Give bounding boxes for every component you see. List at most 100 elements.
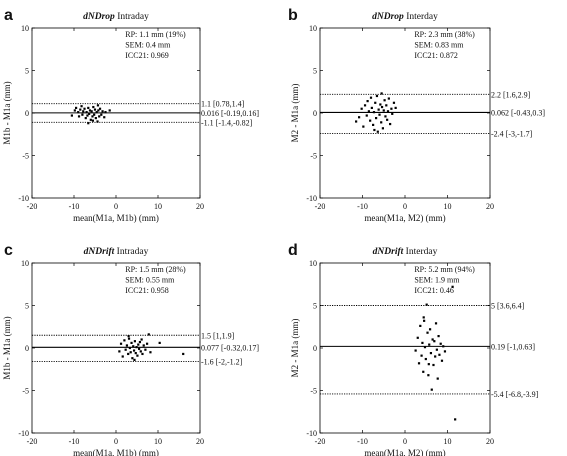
- data-point: [383, 99, 386, 102]
- data-point: [429, 352, 433, 355]
- panel-letter: d: [288, 242, 298, 259]
- panel-title-rest: Interday: [404, 12, 438, 22]
- stat-text: ICC21: 0.872: [414, 51, 458, 60]
- data-point: [437, 335, 440, 338]
- data-point: [70, 114, 73, 117]
- data-point: [87, 122, 90, 125]
- x-tick-label: 10: [154, 437, 162, 446]
- data-point: [384, 115, 387, 118]
- data-point: [158, 341, 161, 344]
- data-point: [372, 123, 375, 126]
- data-point: [127, 337, 131, 340]
- y-tick-label: -10: [18, 429, 29, 438]
- data-point: [427, 363, 430, 366]
- data-point: [129, 351, 132, 354]
- data-point: [360, 107, 363, 110]
- data-point: [451, 285, 454, 288]
- x-axis-label: mean(M1a, M1b) (mm): [73, 213, 159, 223]
- stat-text: RP: 1.1 mm (19%): [125, 30, 186, 39]
- panel-title: dNDrop Interday: [372, 12, 438, 22]
- stat-text: ICC21: 0.958: [125, 286, 169, 295]
- data-point: [123, 339, 126, 342]
- data-point: [355, 120, 358, 123]
- data-point: [386, 118, 389, 121]
- panel-letter: a: [4, 7, 13, 24]
- panel-title-italic: dNDrift: [373, 247, 404, 257]
- data-point: [121, 355, 124, 358]
- line-label: 2.2 [1.6,2.9]: [491, 90, 531, 99]
- data-point: [416, 336, 419, 339]
- y-tick-label: -5: [22, 152, 29, 161]
- stat-text: SEM: 1.9 mm: [414, 276, 460, 285]
- data-point: [414, 349, 417, 352]
- panel-title: dNDrop Intraday: [83, 12, 149, 22]
- line-label: 5 [3.6,6.4]: [491, 302, 525, 311]
- data-point: [77, 111, 80, 114]
- data-point: [370, 106, 373, 109]
- data-point: [128, 346, 131, 350]
- panel-title-rest: Intraday: [114, 247, 148, 257]
- data-point: [87, 106, 90, 109]
- data-point: [419, 324, 422, 327]
- y-axis-label: M2 - M1a (mm): [290, 319, 300, 378]
- data-point: [423, 346, 427, 349]
- data-point: [420, 354, 423, 357]
- data-point: [131, 357, 134, 360]
- data-point: [91, 115, 94, 118]
- data-point: [433, 340, 436, 343]
- data-point: [385, 104, 388, 107]
- data-point: [96, 104, 100, 107]
- data-point: [432, 363, 435, 367]
- x-tick-label: -10: [69, 202, 80, 211]
- stat-text: ICC21: 0.46: [414, 286, 454, 295]
- panel-title-italic: dNDrop: [83, 12, 115, 22]
- data-point: [428, 343, 431, 346]
- y-tick-label: 0: [25, 344, 29, 353]
- data-point: [133, 358, 136, 361]
- y-tick-label: -5: [310, 152, 317, 161]
- data-point: [422, 316, 425, 319]
- y-axis-label: M1b - M1a (mm): [2, 316, 12, 379]
- data-point: [144, 348, 147, 351]
- y-tick-label: 10: [309, 24, 317, 33]
- data-point: [130, 341, 133, 344]
- y-tick-label: 10: [21, 24, 29, 33]
- data-point: [96, 120, 99, 123]
- data-point: [367, 110, 370, 113]
- data-point: [439, 342, 442, 345]
- axes-frame: [31, 262, 201, 434]
- data-point: [84, 117, 87, 120]
- data-point: [426, 331, 429, 334]
- data-point: [380, 92, 383, 95]
- data-point: [137, 343, 140, 346]
- chart-panel-b: b dNDrop Interday-20 -10 0 10 20-10-50510mean…: [288, 7, 545, 223]
- x-tick-label: 0: [114, 202, 118, 211]
- data-point: [366, 100, 369, 103]
- data-point: [372, 111, 376, 114]
- data-point: [365, 114, 368, 117]
- data-point: [373, 128, 376, 132]
- data-point: [387, 97, 390, 100]
- data-point: [434, 355, 437, 358]
- data-point: [428, 328, 432, 331]
- data-point: [377, 108, 380, 111]
- data-point: [142, 344, 145, 347]
- data-point: [425, 303, 428, 306]
- y-tick-label: -10: [306, 429, 317, 438]
- data-point: [438, 353, 441, 356]
- data-point: [103, 116, 106, 119]
- data-point: [93, 108, 97, 111]
- data-point: [369, 96, 373, 99]
- line-label: -2.4 [-3,-1.7]: [491, 129, 533, 138]
- data-point: [427, 374, 430, 377]
- data-point: [125, 344, 129, 347]
- x-tick-label: -10: [357, 437, 368, 446]
- data-point: [436, 377, 439, 380]
- data-point: [127, 352, 130, 356]
- data-point: [145, 342, 149, 345]
- data-point: [85, 111, 88, 114]
- data-point: [92, 105, 95, 109]
- x-axis-label: mean(M1a, M2) (mm): [364, 213, 445, 223]
- panel-title-italic: dNDrop: [372, 12, 404, 22]
- x-tick-label: 20: [196, 437, 204, 446]
